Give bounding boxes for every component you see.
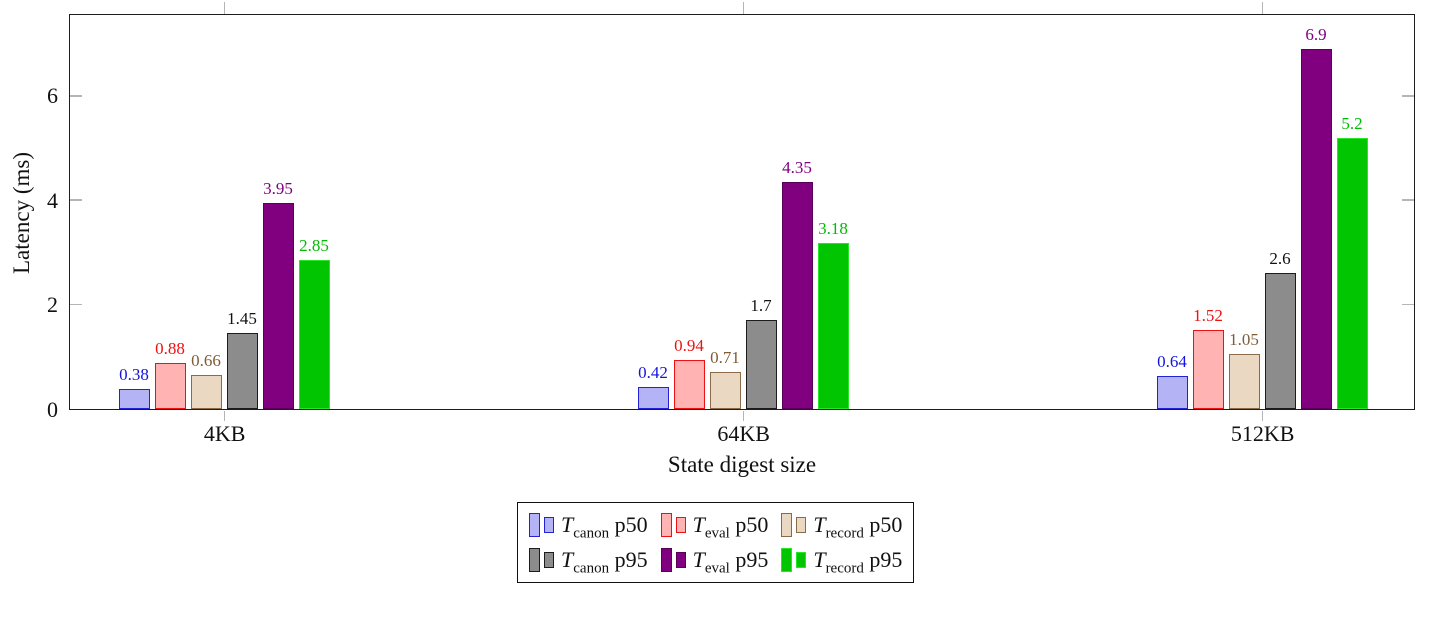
legend-entry: Teval p95 (660, 545, 769, 577)
legend-entry: Trecord p50 (781, 510, 903, 542)
bar-value-label: 6.9 (1305, 24, 1327, 44)
y-tick-mark (1402, 95, 1414, 97)
legend-swatch-icon (660, 548, 672, 572)
legend-box: Tcanon p50 Teval p50 Trecord p50 Tcanon p95… (517, 502, 915, 583)
bar (1300, 48, 1332, 409)
bar-value-label: 0.64 (1157, 351, 1187, 371)
legend-entry-label: Trecord p95 (813, 547, 903, 577)
legend-swatch-icon (675, 552, 686, 568)
y-tick-mark (70, 303, 82, 306)
bar (1192, 329, 1224, 409)
legend-entry: Trecord p95 (781, 545, 903, 577)
legend-grid: Tcanon p50 Teval p50 Trecord p50 Tcanon p95… (529, 510, 903, 577)
y-tick-label: 0 (47, 396, 58, 422)
bar-value-label: 0.42 (638, 363, 668, 383)
bar-value-label: 3.95 (263, 178, 293, 198)
legend-swatch-icon (544, 517, 554, 533)
x-tick-label: 4KB (203, 420, 246, 446)
legend-swatch-icon (796, 517, 807, 533)
legend-entry-label: Teval p95 (692, 547, 769, 577)
y-tick-mark (70, 95, 82, 97)
bar-value-label: 2.6 (1269, 249, 1291, 269)
legend-entry: Teval p50 (660, 510, 769, 542)
legend-entry-label: Tcanon p95 (561, 547, 648, 577)
x-tick-mark (742, 2, 745, 14)
bar (817, 243, 849, 409)
bar (673, 359, 705, 409)
x-tick-label: 64KB (717, 420, 770, 446)
legend-swatch-icon (529, 548, 540, 572)
bar (262, 202, 294, 409)
bar (190, 374, 222, 409)
bar-value-label: 1.52 (1193, 305, 1223, 325)
legend-swatch-icon (660, 513, 672, 537)
legend-entry: Tcanon p50 (529, 510, 648, 542)
legend-entry-label: Teval p50 (692, 512, 769, 542)
legend-swatch-icon (544, 552, 554, 568)
legend-swatch-icon (675, 517, 686, 533)
y-tick-mark (1402, 199, 1414, 202)
bar-value-label: 3.18 (818, 219, 848, 239)
x-tick-mark (742, 411, 745, 422)
bar-value-label: 1.05 (1229, 330, 1259, 350)
bar-value-label: 0.38 (119, 365, 149, 385)
bar (154, 363, 186, 409)
bar-value-label: 0.71 (710, 347, 740, 367)
bar-value-label: 1.45 (227, 309, 257, 329)
bar (1336, 137, 1368, 409)
legend-entry-label: Trecord p50 (813, 512, 903, 542)
bar-value-label: 5.2 (1341, 113, 1363, 133)
bar-value-label: 0.66 (191, 350, 221, 370)
bar-value-label: 0.88 (155, 339, 185, 359)
bar (1156, 375, 1188, 409)
legend-swatch-icon (529, 513, 540, 537)
legend-swatch-icon (796, 552, 807, 568)
bar-value-label: 2.85 (299, 236, 329, 256)
bar (1264, 273, 1296, 409)
x-tick-mark (1261, 2, 1264, 14)
bar (118, 389, 150, 409)
bar-value-label: 0.94 (674, 335, 704, 355)
legend-entry-label: Tcanon p50 (561, 512, 648, 542)
x-tick-label: 512KB (1230, 420, 1295, 446)
bar (298, 260, 330, 409)
bar (637, 387, 669, 409)
legend-swatch-icon (781, 513, 793, 537)
y-tick-mark (70, 199, 82, 202)
legend-entry: Tcanon p95 (529, 545, 648, 577)
y-tick-label: 2 (47, 292, 58, 318)
y-tick-mark (1402, 303, 1414, 306)
x-tick-mark (1261, 411, 1264, 422)
legend-swatch-icon (781, 548, 793, 572)
bar (1228, 354, 1260, 409)
bar (745, 320, 777, 409)
bar-value-label: 4.35 (782, 157, 812, 177)
bar-value-label: 1.7 (750, 296, 772, 316)
y-tick-label: 6 (47, 83, 58, 109)
plot-area: 0.38 0.42 0.64 0.88 0.94 1.52 0.66 0.71 1.05 1.45… (69, 14, 1415, 410)
bar (709, 371, 741, 409)
bar (226, 333, 258, 409)
bar (781, 182, 813, 409)
x-tick-mark (223, 2, 226, 14)
y-tick-label: 4 (47, 187, 58, 213)
x-axis-title: State digest size (667, 452, 817, 477)
x-tick-mark (223, 411, 226, 422)
